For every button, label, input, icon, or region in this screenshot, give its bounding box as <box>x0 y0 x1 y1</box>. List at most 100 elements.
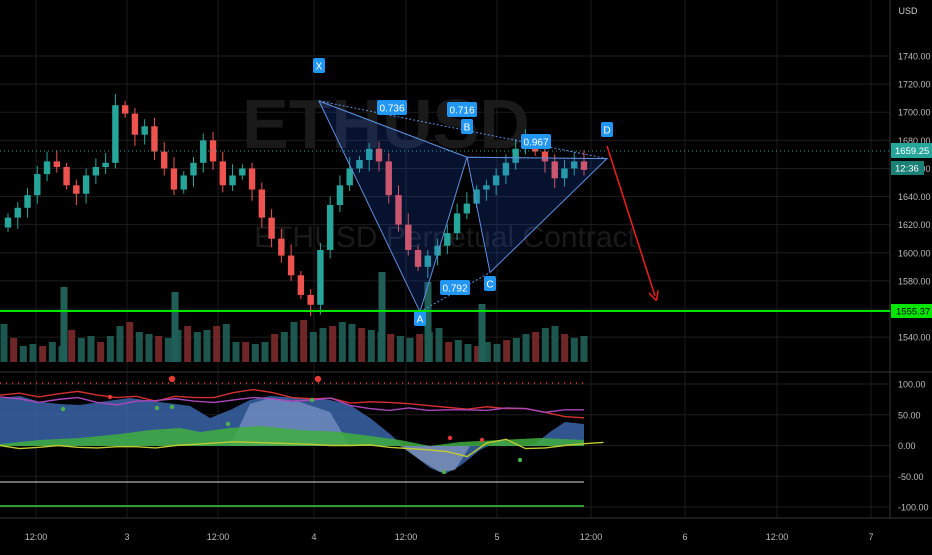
candle-body <box>259 190 265 218</box>
volume-bar <box>379 272 386 362</box>
volume-bar <box>136 332 143 362</box>
volume-bar <box>349 324 356 362</box>
candle-body <box>54 161 60 167</box>
volume-bar <box>68 330 75 362</box>
time-axis-label: 12:00 <box>580 532 603 542</box>
candle-body <box>132 114 138 135</box>
candle-body <box>444 233 450 246</box>
candle-body <box>190 163 196 176</box>
price-axis-label: 1600.00 <box>898 248 931 258</box>
candle-body <box>307 295 313 305</box>
candle-body <box>83 175 89 193</box>
osc-axis-label: 50.00 <box>898 410 921 420</box>
candle-body <box>44 161 50 174</box>
candle-body <box>122 105 128 113</box>
volume-bar <box>465 344 472 362</box>
price-axis-label: 1620.00 <box>898 220 931 230</box>
volume-bar <box>97 342 104 362</box>
volume-bar <box>155 336 162 362</box>
volume-bar <box>513 338 520 362</box>
candle-body <box>200 140 206 162</box>
candle-body <box>268 218 274 239</box>
volume-bar <box>271 334 278 362</box>
osc-signal-dot <box>61 407 65 411</box>
pattern-point-label: X <box>316 62 323 73</box>
volume-bar <box>223 324 230 362</box>
time-axis-label: 12:00 <box>395 532 418 542</box>
osc-signal-dot <box>448 436 452 440</box>
candle-body <box>151 126 157 151</box>
price-axis-label: 1740.00 <box>898 52 931 62</box>
volume-bar <box>445 342 452 362</box>
time-axis-label: 6 <box>682 532 687 542</box>
candle-body <box>171 168 177 189</box>
osc-signal-dot <box>170 405 174 409</box>
volume-bar <box>117 326 124 362</box>
pattern-ratio-label: 0.716 <box>449 106 474 117</box>
volume-bar <box>358 328 365 362</box>
volume-bar <box>1 324 8 362</box>
volume-bar <box>387 334 394 362</box>
candle-body <box>229 175 235 185</box>
price-axis-label: 1580.00 <box>898 276 931 286</box>
volume-bar <box>416 334 423 362</box>
candle-body <box>278 239 284 256</box>
candle-body <box>249 168 255 189</box>
volume-bar <box>281 332 288 362</box>
volume-bar <box>571 338 578 362</box>
osc-signal-dot <box>480 438 484 442</box>
osc-signal-dot <box>442 470 446 474</box>
volume-bar <box>49 342 56 362</box>
volume-bar <box>561 334 568 362</box>
candle-body <box>93 167 99 175</box>
candle-body <box>112 105 118 163</box>
volume-bar <box>10 338 17 362</box>
support-price-value: 1555.37 <box>896 307 930 318</box>
volume-bar <box>20 346 27 362</box>
volume-bar <box>126 322 133 362</box>
candle-body <box>181 175 187 189</box>
volume-bar <box>494 344 501 362</box>
candle-body <box>317 250 323 305</box>
candle-body <box>346 168 352 185</box>
volume-bar <box>146 334 153 362</box>
osc-signal-dot <box>226 422 230 426</box>
candle-body <box>15 208 21 218</box>
volume-bar <box>233 342 240 362</box>
candle-body <box>220 161 226 185</box>
price-axis-label: 1540.00 <box>898 333 931 343</box>
volume-bar <box>194 332 201 362</box>
volume-bar <box>252 344 259 362</box>
volume-bar <box>165 338 172 362</box>
candle-body <box>210 140 216 161</box>
osc-axis-label: -50.00 <box>898 472 924 482</box>
volume-bar <box>204 330 211 362</box>
volume-bar <box>455 340 462 362</box>
candle-body <box>454 213 460 233</box>
pattern-ratio-label: 0.967 <box>523 138 548 149</box>
candle-body <box>298 275 304 295</box>
time-axis-label: 5 <box>494 532 499 542</box>
volume-bar <box>552 326 559 362</box>
volume-bar <box>107 336 114 362</box>
osc-axis-label: 100.00 <box>898 380 926 390</box>
volume-bar <box>523 334 530 362</box>
pattern-point-label: D <box>603 126 610 137</box>
volume-bar <box>542 328 549 362</box>
candle-body <box>102 163 108 167</box>
volume-bar <box>329 326 336 362</box>
price-axis-label: 1720.00 <box>898 80 931 90</box>
volume-bar <box>213 326 220 362</box>
volume-bar <box>184 326 191 362</box>
volume-bar <box>300 320 307 362</box>
price-axis-label: 1700.00 <box>898 108 931 118</box>
volume-bar <box>339 322 346 362</box>
pattern-ratio-label: 0.736 <box>379 104 404 115</box>
osc-signal-dot <box>310 398 314 402</box>
volume-bar <box>407 338 414 362</box>
osc-signal-dot <box>518 458 522 462</box>
volume-bar <box>172 292 179 362</box>
time-axis-label: 12:00 <box>207 532 230 542</box>
volume-bar <box>503 340 510 362</box>
